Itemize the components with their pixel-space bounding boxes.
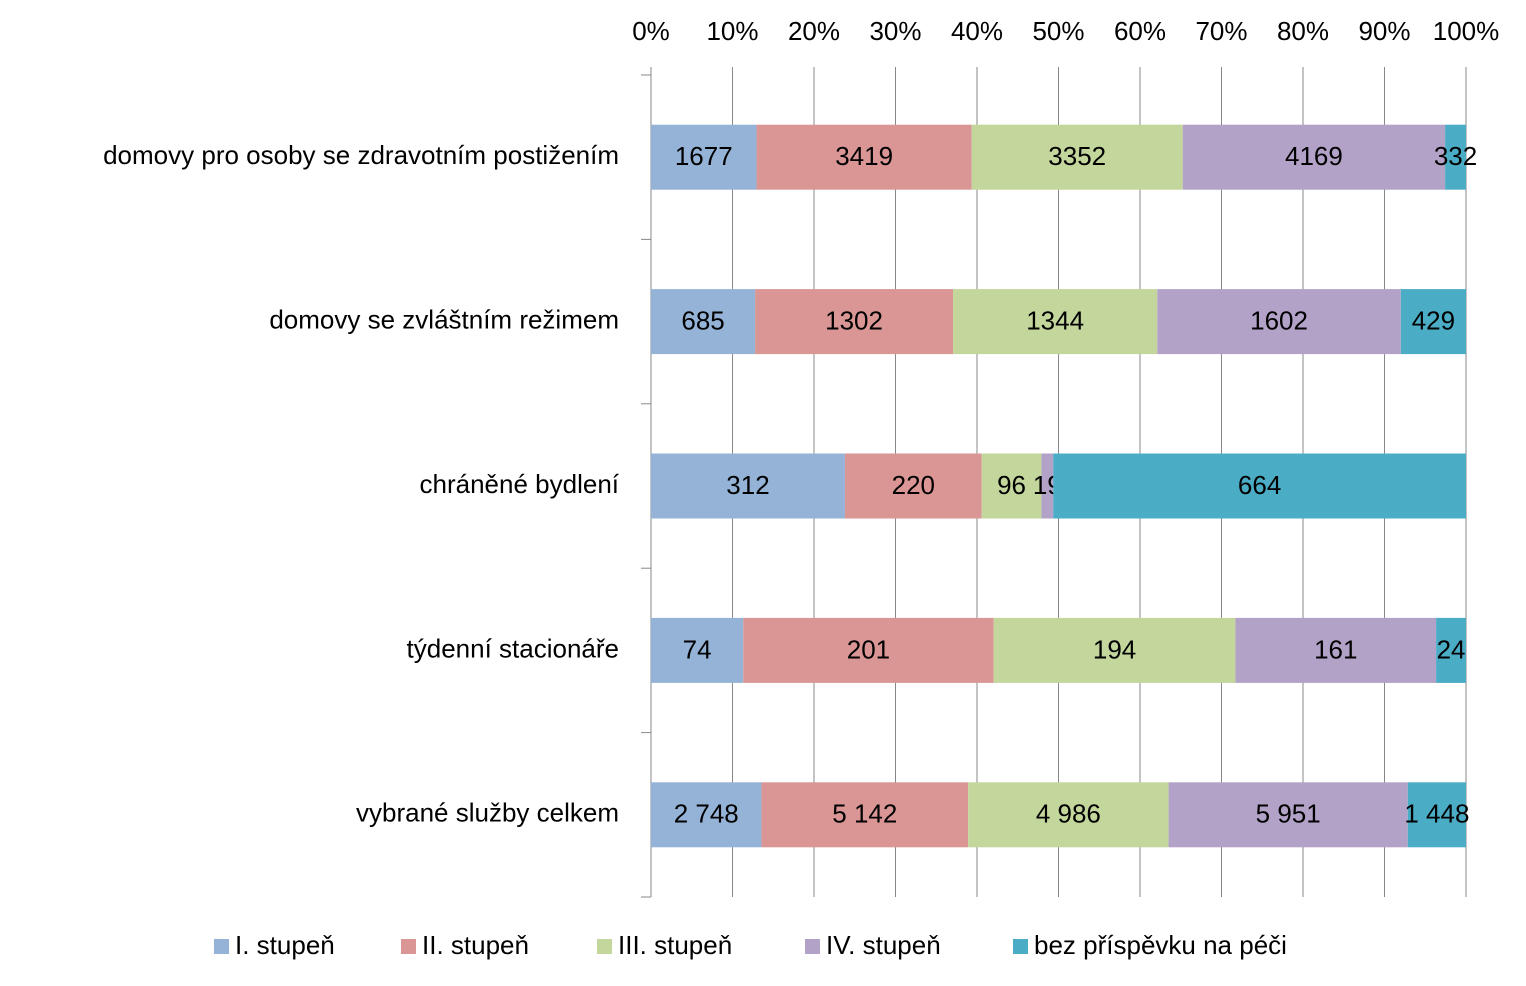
y-tick-label: chráněné bydlení [420,469,620,499]
bar-segment [1168,782,1408,848]
bar-segment [651,289,756,355]
bar-segment [1182,124,1446,190]
legend-label: bez příspěvku na péči [1034,930,1287,960]
data-label: 429 [1412,305,1455,335]
data-label: 5 142 [832,799,897,829]
data-label: 74 [683,634,712,664]
bar-segment [981,453,1042,519]
data-label: 3352 [1048,141,1106,171]
bar-segment [953,289,1158,355]
legend-label: II. stupeň [422,930,529,960]
x-tick-label: 70% [1195,16,1247,46]
legend-marker [1013,939,1028,954]
legend-label: I. stupeň [235,930,335,960]
x-tick-label: 50% [1032,16,1084,46]
data-label: 194 [1093,634,1136,664]
bar-segment [1053,453,1466,519]
data-label: 4 986 [1036,799,1101,829]
data-label: 312 [726,470,769,500]
legend-marker [805,939,820,954]
legend-label: III. stupeň [618,930,732,960]
data-label: 1602 [1250,305,1308,335]
x-tick-label: 80% [1277,16,1329,46]
data-label: 1 448 [1404,799,1469,829]
data-label: 201 [847,634,890,664]
data-label: 2 748 [674,799,739,829]
bar-segment [968,782,1169,848]
data-label: 4169 [1285,141,1343,171]
bar-segment [1041,453,1054,519]
legend-label: IV. stupeň [826,930,941,960]
data-label: 5 951 [1256,799,1321,829]
bar-segment [761,782,969,848]
bar-segment [756,124,972,190]
bar-segment [1436,617,1466,683]
data-label: 1344 [1026,305,1084,335]
bar-segment [993,617,1236,683]
x-tick-label: 0% [632,16,670,46]
x-tick-label: 10% [706,16,758,46]
y-tick-label: vybrané služby celkem [356,798,619,828]
bar-segment [755,289,954,355]
x-tick-label: 60% [1114,16,1166,46]
y-tick-label: domovy se zvláštním režimem [269,304,619,334]
bar-segment [651,453,845,519]
data-label: 685 [681,305,724,335]
bar-segment [743,617,994,683]
data-label: 1302 [825,305,883,335]
data-label: 24 [1437,634,1466,664]
x-tick-label: 90% [1358,16,1410,46]
y-tick-label: týdenní stacionáře [407,633,619,663]
bar-segment [651,124,757,190]
data-label: 220 [892,470,935,500]
bar-segment [1400,289,1466,355]
bar-segment [971,124,1183,190]
x-tick-label: 100% [1433,16,1500,46]
x-tick-label: 30% [869,16,921,46]
bar-segment [651,617,744,683]
bar-segment [651,782,762,848]
data-label: 3419 [835,141,893,171]
data-label: 161 [1314,634,1357,664]
legend-marker [401,939,416,954]
x-tick-label: 40% [951,16,1003,46]
bar-segment [844,453,982,519]
bar-segment [1235,617,1437,683]
legend-marker [597,939,612,954]
data-label: 332 [1434,141,1477,171]
legend-marker [214,939,229,954]
data-label: 1677 [675,141,733,171]
data-label: 96 [997,470,1026,500]
x-tick-label: 20% [788,16,840,46]
bar-segment [1157,289,1401,355]
y-tick-label: domovy pro osoby se zdravotním postižení… [103,140,619,170]
data-label: 664 [1238,470,1281,500]
bar-segment [1407,782,1466,848]
bar-segment [1445,124,1466,190]
